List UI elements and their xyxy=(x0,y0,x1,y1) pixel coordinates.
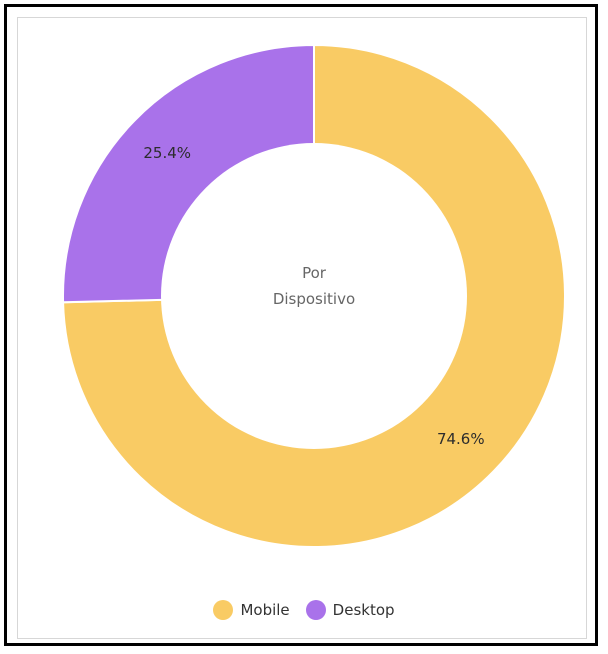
donut-hole xyxy=(161,143,467,449)
legend-item-mobile[interactable]: Mobile xyxy=(213,600,290,620)
legend: Mobile Desktop xyxy=(0,600,608,620)
legend-item-desktop[interactable]: Desktop xyxy=(305,600,395,620)
legend-label-desktop: Desktop xyxy=(332,601,395,619)
value-label-mobile: 74.6% xyxy=(437,430,485,448)
center-label-line1: Por xyxy=(302,264,327,282)
legend-label-mobile: Mobile xyxy=(240,601,290,619)
center-label-line2: Dispositivo xyxy=(273,290,355,308)
value-labels-group: 74.6% 25.4% xyxy=(143,144,484,448)
legend-swatch-desktop xyxy=(305,600,326,620)
value-label-desktop: 25.4% xyxy=(143,144,191,162)
legend-swatch-mobile xyxy=(213,600,234,620)
